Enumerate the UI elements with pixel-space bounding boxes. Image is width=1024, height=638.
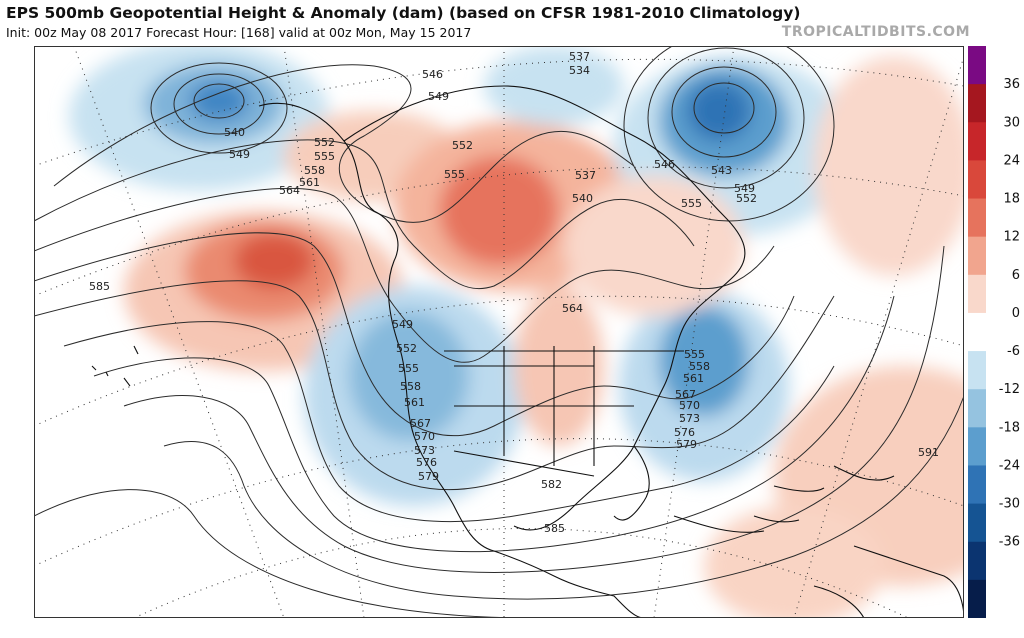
contour-label: 558 bbox=[304, 164, 325, 177]
height-contours bbox=[34, 46, 964, 618]
contour-label: 552 bbox=[736, 192, 757, 205]
contour-label: 582 bbox=[541, 478, 562, 491]
contour-label: 564 bbox=[279, 184, 300, 197]
contour-label: 555 bbox=[314, 150, 335, 163]
contour-label: 555 bbox=[681, 197, 702, 210]
anomaly-positive-labrador-east bbox=[564, 176, 744, 316]
land-outlines bbox=[91, 85, 964, 618]
colorbar-tick-label: 36 bbox=[1003, 77, 1020, 92]
contour-label: 573 bbox=[414, 444, 435, 457]
contour-label: 549 bbox=[229, 148, 250, 161]
colorbar-swatch bbox=[968, 389, 986, 428]
contour-label: 546 bbox=[422, 68, 443, 81]
contour-label: 540 bbox=[224, 126, 245, 139]
map-subtitle: Init: 00z May 08 2017 Forecast Hour: [16… bbox=[6, 25, 472, 40]
anomaly-positive-gulf-alaska-center bbox=[234, 233, 314, 289]
anomaly-negative-northeast-core bbox=[659, 306, 749, 416]
map-title: EPS 500mb Geopotential Height & Anomaly … bbox=[6, 4, 801, 22]
colorbar-tick-label: 0 bbox=[1012, 306, 1020, 321]
contour-label: 573 bbox=[679, 412, 700, 425]
colorbar-tick-label: 24 bbox=[1003, 153, 1020, 168]
colorbar-tick-label: -18 bbox=[999, 420, 1020, 435]
contour-label: 555 bbox=[684, 348, 705, 361]
colorbar-swatch bbox=[968, 427, 986, 466]
colorbar-swatch bbox=[968, 465, 986, 505]
contour-label: 543 bbox=[711, 164, 732, 177]
colorbar-swatch bbox=[968, 46, 986, 85]
credit-label: TROPICALTIDBITS.COM bbox=[781, 24, 970, 40]
colorbar-swatch bbox=[968, 84, 986, 123]
colorbar-swatch bbox=[968, 122, 986, 161]
colorbar-swatch bbox=[968, 312, 986, 352]
colorbar-tick-label: -6 bbox=[1007, 344, 1020, 359]
anomaly-negative-labrador-center bbox=[687, 81, 751, 141]
contour-label: 564 bbox=[562, 302, 583, 315]
contour-label: 567 bbox=[675, 388, 696, 401]
contour-label: 585 bbox=[89, 280, 110, 293]
contour-label: 567 bbox=[410, 417, 431, 430]
contour-label: 534 bbox=[569, 64, 590, 77]
colorbar-tick-label: 30 bbox=[1003, 115, 1020, 130]
contour-label: 561 bbox=[299, 176, 320, 189]
contour-label: 576 bbox=[416, 456, 437, 469]
contour-label: 576 bbox=[674, 426, 695, 439]
anomaly-positive-greenland bbox=[814, 56, 964, 276]
colorbar-swatch bbox=[968, 274, 986, 314]
contour-label: 552 bbox=[314, 136, 335, 149]
colorbar-swatch bbox=[968, 503, 986, 543]
contour-label: 549 bbox=[734, 182, 755, 195]
contour-label: 591 bbox=[918, 446, 939, 459]
contour-label: 561 bbox=[404, 396, 425, 409]
contour-label: 552 bbox=[396, 342, 417, 355]
contour-label-layer: 5375345405495465495525555585615645525555… bbox=[89, 50, 939, 535]
colorbar-swatch bbox=[968, 351, 986, 390]
graticule bbox=[34, 46, 964, 618]
contour-label: 552 bbox=[452, 139, 473, 152]
colorbar-swatch bbox=[968, 236, 986, 276]
anomaly-negative-west-us-core bbox=[349, 311, 469, 441]
colorbar-tick-label: -30 bbox=[999, 497, 1020, 512]
colorbar-swatch bbox=[968, 198, 986, 238]
contour-label: 570 bbox=[414, 430, 435, 443]
contour-label: 579 bbox=[676, 438, 697, 451]
anomaly-colorbar: 36 30 24 18 12 6 0 -6 -12 -18 -24 -30 -36 bbox=[968, 46, 1020, 618]
contour-label: 546 bbox=[654, 158, 675, 171]
anomaly-positive-canada-core bbox=[439, 156, 559, 266]
contour-label: 555 bbox=[444, 168, 465, 181]
colorbar-tick-label: -36 bbox=[999, 535, 1020, 550]
contour-label: 558 bbox=[689, 360, 710, 373]
height-anomaly-map: 5375345405495465495525555585615645525555… bbox=[34, 46, 964, 618]
contour-label: 537 bbox=[569, 50, 590, 63]
contour-label: 585 bbox=[544, 522, 565, 535]
colorbar-swatch bbox=[968, 579, 986, 618]
contour-label: 537 bbox=[575, 169, 596, 182]
colorbar-swatch bbox=[968, 541, 986, 581]
colorbar-tick-label: 12 bbox=[1003, 230, 1020, 245]
contour-label: 555 bbox=[398, 362, 419, 375]
colorbar-tick-label: 6 bbox=[1012, 268, 1020, 283]
contour-label: 549 bbox=[392, 318, 413, 331]
contour-label: 549 bbox=[428, 90, 449, 103]
contour-label: 540 bbox=[572, 192, 593, 205]
colorbar-tick-label: 18 bbox=[1003, 192, 1020, 207]
anomaly-negative-arctic bbox=[484, 46, 624, 126]
colorbar-tick-label: -12 bbox=[999, 382, 1020, 397]
colorbar-swatch bbox=[968, 160, 986, 200]
contour-label: 558 bbox=[400, 380, 421, 393]
colorbar-tick-label: -24 bbox=[999, 458, 1020, 473]
anomaly-negative-aleutian-center bbox=[189, 81, 249, 121]
contour-label: 579 bbox=[418, 470, 439, 483]
contour-label: 570 bbox=[679, 399, 700, 412]
contour-label: 561 bbox=[683, 372, 704, 385]
